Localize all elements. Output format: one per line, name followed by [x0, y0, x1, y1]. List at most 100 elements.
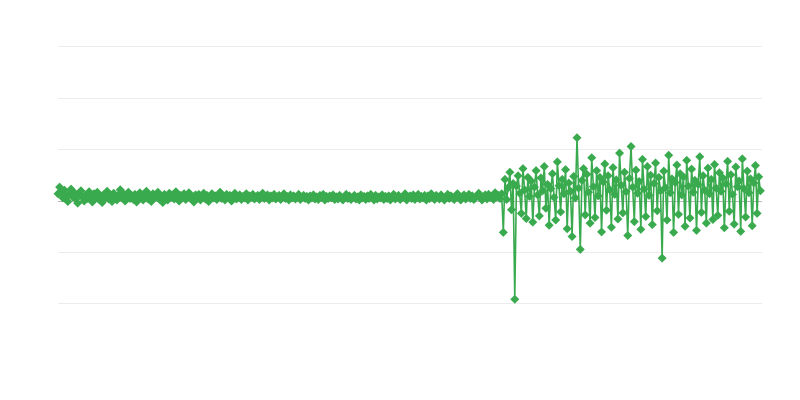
data-point-marker [557, 174, 567, 184]
data-point-marker [710, 159, 720, 169]
data-point-marker [646, 170, 656, 180]
data-point-marker [618, 208, 628, 218]
data-point-marker [654, 172, 664, 182]
data-point-marker [755, 186, 765, 196]
data-point-marker [647, 220, 657, 230]
data-point-marker [644, 190, 654, 200]
data-point-marker [505, 167, 515, 177]
data-point-marker [721, 179, 731, 189]
data-point-marker [619, 167, 629, 177]
data-point-marker [672, 160, 682, 170]
data-point-marker [574, 183, 584, 193]
data-point-marker [608, 163, 618, 173]
data-point-marker [642, 162, 652, 172]
data-point-marker [497, 189, 507, 199]
data-point-marker [726, 170, 736, 180]
data-point-marker [575, 244, 585, 254]
data-point-marker [567, 232, 577, 242]
data-point-marker [664, 150, 674, 160]
data-point-marker [569, 171, 579, 181]
data-point-marker [613, 214, 623, 224]
data-point-marker [521, 214, 531, 224]
data-point-marker [551, 215, 561, 225]
data-point-marker [562, 224, 572, 234]
data-point-marker [754, 172, 764, 182]
data-point-marker [695, 152, 705, 162]
data-point-marker [502, 194, 512, 204]
data-point-marker [583, 187, 593, 197]
data-point-marker [734, 176, 744, 186]
data-point-marker [510, 294, 520, 304]
data-point-marker [565, 186, 575, 196]
data-point-marker [582, 169, 592, 179]
data-point-marker [592, 166, 602, 176]
data-point-marker [670, 177, 680, 187]
data-point-marker [652, 206, 662, 216]
data-point-marker [585, 218, 595, 228]
data-point-marker [729, 219, 739, 229]
data-point-marker [513, 171, 523, 181]
data-point-marker [588, 182, 598, 192]
data-point-marker [736, 226, 746, 236]
data-point-marker [752, 208, 762, 218]
data-point-marker [511, 181, 521, 191]
data-point-marker [724, 206, 734, 216]
data-point-marker [750, 161, 760, 171]
data-point-marker [598, 177, 608, 187]
data-point-marker [741, 212, 751, 222]
data-point-marker [744, 188, 754, 198]
data-point-marker [637, 154, 647, 164]
data-point-marker [572, 133, 582, 143]
data-point-marker [633, 188, 643, 198]
data-point-marker [615, 148, 625, 158]
data-point-marker [623, 230, 633, 240]
data-point-marker [629, 217, 639, 227]
data-point-marker [659, 166, 669, 176]
data-point-marker [516, 208, 526, 218]
data-point-marker [731, 162, 741, 172]
data-point-marker [544, 220, 554, 230]
data-point-marker [587, 153, 597, 163]
data-point-marker [683, 181, 693, 191]
data-point-marker [677, 190, 687, 200]
data-point-marker [674, 209, 684, 219]
data-point-marker [657, 253, 667, 263]
data-point-marker [528, 217, 538, 227]
data-point-marker [561, 165, 571, 175]
data-point-marker [570, 193, 580, 203]
data-point-marker [698, 171, 708, 181]
data-point-marker [682, 155, 692, 165]
data-point-marker [601, 205, 611, 215]
series-markers [53, 133, 765, 304]
data-point-marker [539, 162, 549, 172]
data-point-marker [76, 186, 86, 196]
data-point-marker [554, 181, 564, 191]
data-series-residual [53, 133, 765, 304]
data-point-marker [641, 211, 651, 221]
data-point-marker [549, 192, 559, 202]
data-point-marker [547, 169, 557, 179]
data-point-marker [564, 178, 574, 188]
data-point-marker [624, 173, 634, 183]
data-point-marker [577, 175, 587, 185]
data-point-marker [529, 182, 539, 192]
data-point-marker [705, 189, 715, 199]
data-point-marker [628, 182, 638, 192]
data-point-marker [610, 189, 620, 199]
data-point-marker [546, 184, 556, 194]
data-point-marker [590, 212, 600, 222]
data-point-marker [660, 183, 670, 193]
data-point-marker [678, 172, 688, 182]
data-point-marker [669, 227, 679, 237]
data-point-marker [520, 185, 530, 195]
data-point-marker [747, 221, 757, 231]
data-point-marker [556, 207, 566, 217]
data-point-marker [500, 174, 510, 184]
data-point-marker [518, 164, 528, 174]
data-point-marker [742, 166, 752, 176]
data-point-marker [692, 225, 702, 235]
data-point-marker [639, 184, 649, 194]
data-point-marker [525, 191, 535, 201]
data-point-marker [600, 159, 610, 169]
